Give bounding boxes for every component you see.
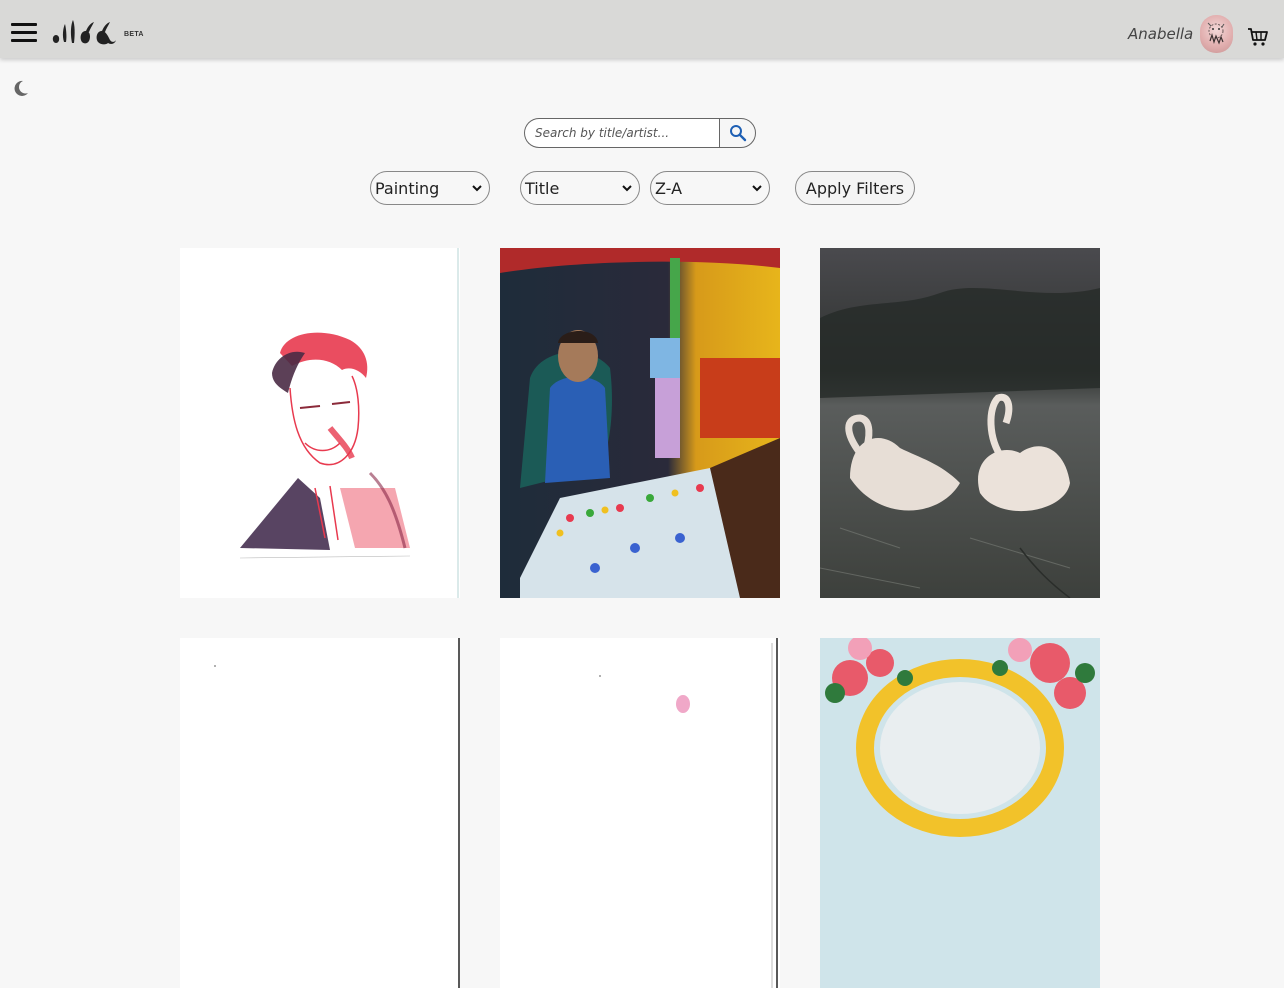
logo[interactable] (52, 18, 118, 46)
username-label[interactable]: Anabella (1128, 25, 1194, 43)
chevron-down-icon (472, 185, 482, 192)
apply-filters-button[interactable]: Apply Filters (795, 171, 915, 205)
sort-by-select[interactable]: Title (520, 171, 640, 205)
top-navbar: BETA Anabella (0, 0, 1284, 58)
search-icon (729, 125, 746, 142)
cart-icon[interactable] (1247, 27, 1269, 47)
search-input[interactable] (524, 118, 720, 148)
hamburger-menu-icon[interactable] (11, 23, 37, 45)
avatar[interactable] (1200, 15, 1233, 53)
artwork-card-portrait-sketch[interactable] (180, 248, 460, 598)
order-select[interactable]: Z-A (650, 171, 770, 205)
artwork-card-white-sketch[interactable] (180, 638, 460, 988)
category-select-value: Painting (375, 178, 440, 198)
sort-by-select-value: Title (525, 178, 560, 198)
artwork-card-floral-mirror[interactable] (820, 638, 1100, 988)
artwork-card-pink-figure-sketch[interactable] (500, 638, 780, 988)
category-select[interactable]: Painting (370, 171, 490, 205)
order-select-value: Z-A (655, 178, 683, 198)
beta-label: BETA (124, 31, 144, 38)
chevron-down-icon (622, 185, 632, 192)
search-bar (524, 118, 756, 148)
moon-icon[interactable] (12, 79, 30, 97)
search-button[interactable] (719, 118, 756, 148)
artwork-card-street-vendor[interactable] (500, 248, 780, 598)
chevron-down-icon (752, 185, 762, 192)
artwork-card-swans[interactable] (820, 248, 1100, 598)
